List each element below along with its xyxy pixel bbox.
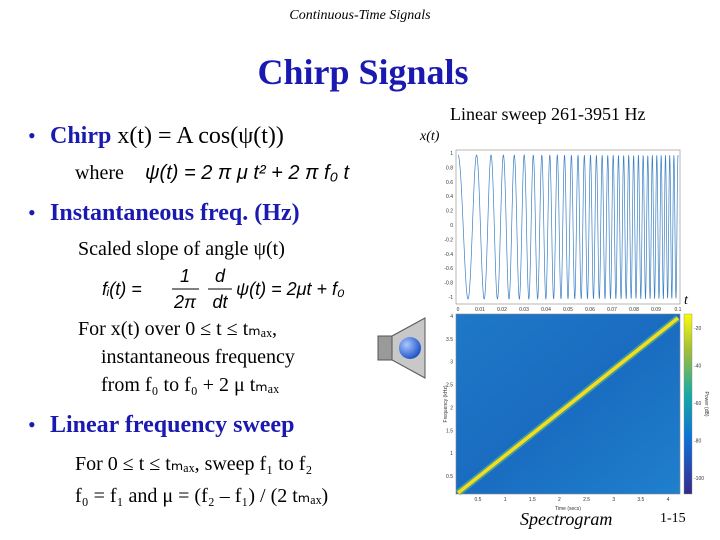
formula-part: fᵢ(t) = — [102, 279, 142, 299]
colorbar — [683, 313, 693, 495]
x-tick-label: 0.07 — [607, 307, 617, 313]
text-line: For 0 ≤ t ≤ tₘₐₓ, sweep f₁ to f₂ — [75, 453, 312, 475]
text-line: For x(t) over 0 ≤ t ≤ tₘₐₓ, — [78, 318, 277, 340]
colorbar-tick-label: -40 — [694, 364, 701, 370]
axis-label: Time (secs) — [555, 506, 581, 512]
x-tick-label: 0.5 — [475, 497, 482, 503]
text-line: from f₀ to f₀ + 2 μ tₘₐₓ — [101, 374, 279, 396]
colorbar-tick-label: -100 — [694, 476, 704, 482]
axis-label: t — [684, 293, 689, 308]
y-tick-label: 0.2 — [446, 209, 453, 215]
x-tick-label: 0.05 — [563, 307, 573, 313]
formula-part: dt — [212, 292, 228, 312]
y-tick-label: -0.8 — [444, 281, 453, 287]
colorbar-tick-label: -60 — [694, 401, 701, 407]
formula-part: 1 — [180, 266, 190, 286]
y-tick-label: 1.5 — [446, 428, 453, 434]
x-tick-label: 1.5 — [529, 497, 536, 503]
text-line: Scaled slope of angle ψ(t) — [78, 238, 285, 260]
formula-part: ψ(t) = 2μt + f₀ — [236, 279, 345, 299]
text-line: f₀ = f₁ and μ = (f₂ – f₁) / (2 tₘₐₓ) — [75, 485, 328, 507]
y-tick-label: -0.2 — [444, 237, 453, 243]
x-tick-label: 4 — [667, 497, 670, 503]
x-tick-label: 3 — [612, 497, 615, 503]
y-tick-label: 3 — [450, 360, 453, 366]
axis-label: x(t) — [419, 129, 440, 144]
page-number: 1-15 — [660, 511, 686, 526]
header: Continuous-Time Signals — [289, 8, 431, 23]
x-tick-label: 2 — [558, 497, 561, 503]
title: Chirp Signals — [257, 52, 468, 92]
y-tick-label: 4 — [450, 314, 453, 320]
y-tick-label: 2 — [450, 405, 453, 411]
formula-part: 2π — [173, 292, 197, 312]
x-tick-label: 2.5 — [583, 497, 590, 503]
y-tick-label: 0.4 — [446, 194, 453, 200]
bullet-label: Linear frequency sweep — [50, 412, 294, 438]
y-tick-label: 0 — [450, 223, 453, 229]
axis-label: Power (dB) — [703, 391, 709, 416]
bullet-text: Chirp x(t) = A cos(ψ(t)) — [50, 123, 284, 149]
x-tick-label: 3.5 — [637, 497, 644, 503]
formula: ψ(t) = 2 π μ t² + 2 π f₀ t — [145, 162, 351, 184]
waveform-group — [457, 153, 679, 301]
where: where — [75, 162, 124, 184]
y-tick-label: -0.4 — [444, 252, 453, 258]
x-tick-label: 0 — [457, 307, 460, 313]
formula: fᵢ(t) = 1 2π d dt ψ(t) = 2μt + f₀ — [102, 266, 345, 312]
spectrogram-ridge — [456, 316, 680, 495]
y-tick-label: 3.5 — [446, 337, 453, 343]
bullet: • — [28, 412, 36, 437]
tick-labels: 10.80.60.40.20-0.2-0.4-0.6-0.8-10 0.01 0.0… — [444, 151, 704, 503]
figure-caption: Linear sweep 261-3951 Hz — [450, 104, 645, 124]
x-tick-label: 0.03 — [519, 307, 529, 313]
formula-part: d — [215, 266, 226, 286]
speaker-icon[interactable] — [377, 317, 426, 379]
x-tick-label: 0.02 — [497, 307, 507, 313]
bullet: • — [28, 200, 36, 225]
x-tick-label: 0.04 — [541, 307, 551, 313]
bullet-label: Chirp — [50, 123, 111, 149]
y-tick-label: -1 — [449, 295, 454, 301]
figure-label: Spectrogram — [520, 509, 612, 529]
x-tick-label: 0.06 — [585, 307, 595, 313]
colorbar-tick-label: -20 — [694, 326, 701, 332]
definition: x(t) = A cos(ψ(t)) — [117, 123, 284, 149]
y-tick-label: 1 — [450, 451, 453, 457]
x-tick-label: 0.1 — [675, 307, 682, 313]
y-tick-label: 0.8 — [446, 165, 453, 171]
bullet: • — [28, 123, 36, 148]
y-tick-label: 1 — [450, 151, 453, 157]
y-tick-label: 0.6 — [446, 180, 453, 186]
x-tick-label: 0.09 — [651, 307, 661, 313]
x-tick-label: 0.08 — [629, 307, 639, 313]
y-tick-label: 0.5 — [446, 474, 453, 480]
bullet-label: Instantaneous freq. (Hz) — [50, 200, 300, 226]
axis-label: Frequency (kHz) — [443, 385, 449, 422]
colorbar-tick-label: -80 — [694, 439, 701, 445]
text-line: instantaneous frequency — [101, 346, 295, 368]
y-tick-label: -0.6 — [444, 266, 453, 272]
x-tick-label: 1 — [504, 497, 507, 503]
x-tick-label: 0.01 — [475, 307, 485, 313]
waveform — [457, 153, 679, 301]
y-tick-label: 2.5 — [446, 383, 453, 389]
